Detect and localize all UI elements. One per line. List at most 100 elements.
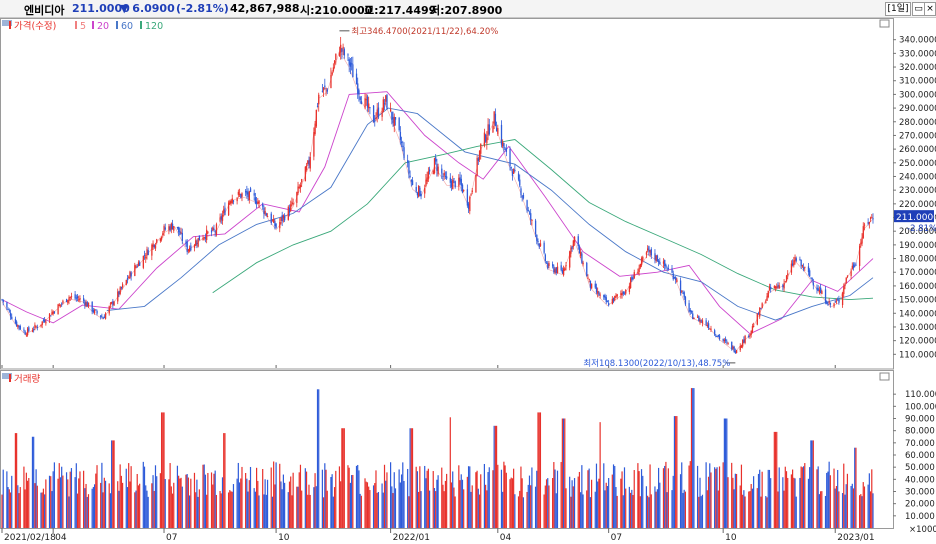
volume-bar <box>45 479 47 528</box>
close-icon[interactable]: × <box>924 2 936 16</box>
candle <box>718 335 721 339</box>
candle <box>648 246 650 252</box>
volume-bar <box>555 493 557 528</box>
volume-bar <box>190 478 192 528</box>
candle <box>553 266 555 273</box>
volume-bar <box>794 478 796 528</box>
candle <box>331 72 333 75</box>
volume-bar <box>841 493 844 528</box>
candle <box>92 310 95 313</box>
volume-bar <box>654 486 656 528</box>
volume-bar <box>258 495 260 528</box>
candle <box>220 216 222 220</box>
volume-bar <box>553 462 555 528</box>
candle <box>444 175 447 177</box>
candle <box>204 236 207 239</box>
volume-bar <box>656 489 658 528</box>
candle <box>850 270 852 276</box>
y-tick-label: 200.0000 <box>899 227 936 237</box>
candle <box>190 245 192 251</box>
candle <box>852 264 855 268</box>
candle <box>452 179 454 190</box>
volume-bar <box>410 428 412 528</box>
volume-bar <box>773 431 775 528</box>
candle <box>494 113 497 126</box>
volume-bar <box>341 428 343 528</box>
candle <box>828 301 830 303</box>
volume-bar <box>143 466 146 528</box>
volume-bar <box>625 488 627 528</box>
candle <box>707 323 710 329</box>
volume-bar <box>139 483 141 528</box>
volume-bar <box>591 479 593 528</box>
volume-bar <box>68 496 70 528</box>
candle <box>621 292 623 296</box>
candle <box>53 311 56 314</box>
volume-bar <box>195 492 197 528</box>
candle <box>214 231 216 233</box>
candle <box>696 316 699 318</box>
candle <box>611 298 614 304</box>
candle <box>844 284 846 287</box>
candle <box>603 294 605 298</box>
candle <box>321 90 324 92</box>
candle <box>432 170 434 175</box>
volume-bar <box>67 479 69 528</box>
candle <box>722 338 724 341</box>
volume-bar <box>231 491 233 528</box>
candle <box>290 204 292 212</box>
volume-bar <box>812 440 814 528</box>
volume-bar <box>307 494 309 528</box>
volume-bar <box>573 478 576 528</box>
volume-bar <box>204 474 207 528</box>
stock-name: 엔비디아 <box>24 4 65 17</box>
candle <box>699 319 701 323</box>
candle <box>280 217 282 221</box>
high-price: 고:217.4499 <box>364 4 437 17</box>
candle <box>36 326 39 328</box>
volume-bar <box>453 487 455 528</box>
volume-bar <box>572 486 574 528</box>
candle <box>509 148 511 167</box>
candle <box>382 99 384 112</box>
candle <box>42 320 45 322</box>
candle <box>854 265 856 267</box>
volume-bar <box>599 422 601 528</box>
volume-bar <box>727 477 729 528</box>
candle <box>688 303 690 312</box>
volume-bar <box>560 462 562 528</box>
candle <box>120 287 123 289</box>
volume-bar <box>476 470 478 528</box>
period-button[interactable]: [1일] <box>885 2 911 16</box>
volume-bar <box>436 479 438 528</box>
volume-bar <box>368 486 370 528</box>
volume-bar <box>744 496 746 528</box>
volume-bar <box>639 496 641 528</box>
candle <box>734 351 737 353</box>
candle <box>510 167 512 169</box>
volume-bar <box>820 491 822 528</box>
candle <box>862 226 864 238</box>
volume-bar <box>321 469 323 528</box>
candle <box>96 310 98 314</box>
candle <box>684 296 687 305</box>
volume-bar <box>662 468 665 528</box>
candle <box>633 272 635 279</box>
volume-bar <box>784 466 786 528</box>
volume-bar <box>333 487 336 528</box>
volume-bar <box>766 497 768 528</box>
volume-bar <box>349 482 351 528</box>
candle <box>560 265 562 271</box>
candle <box>467 203 470 209</box>
volume-bar <box>664 465 666 528</box>
candle <box>411 180 414 185</box>
candle <box>6 302 8 308</box>
volume-bar <box>62 475 64 528</box>
volume-bar <box>42 488 45 528</box>
candle <box>816 287 818 290</box>
candle <box>608 303 610 306</box>
volume-bar <box>547 478 549 528</box>
volume-value: 42,867,988 <box>230 2 300 15</box>
candle <box>117 291 119 302</box>
volume-bar <box>102 492 104 528</box>
